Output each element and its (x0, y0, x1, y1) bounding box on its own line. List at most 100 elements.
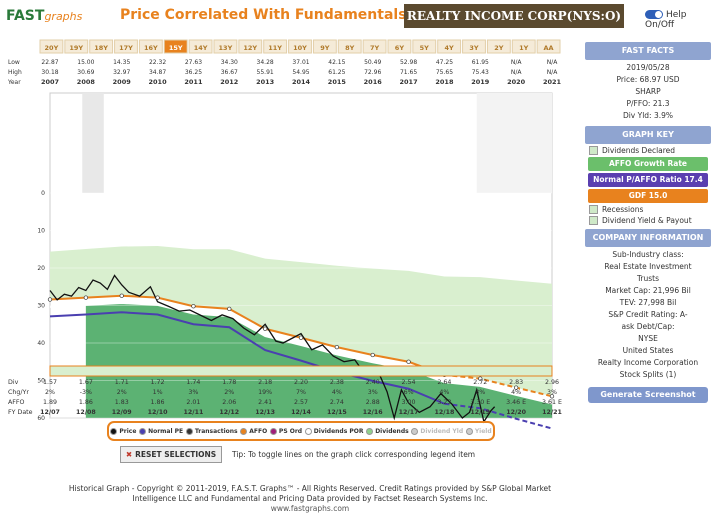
company-info-line: NYSE (638, 334, 658, 343)
affo-point[interactable] (191, 304, 196, 309)
range-tab-label: 8Y (345, 44, 355, 52)
range-tab[interactable] (362, 39, 387, 54)
table-cell-fy: 12/21 (542, 409, 562, 416)
legend-item[interactable]: Yield (465, 427, 492, 435)
graph-key-checkbox[interactable]: Dividends Declared (589, 146, 707, 155)
table-cell-high: 75.43 (472, 69, 489, 76)
affo-point[interactable] (298, 335, 304, 340)
range-tab[interactable] (288, 39, 312, 54)
legend-label: Dividend Yld (420, 427, 464, 435)
legend-item[interactable]: Dividend Yld (411, 427, 464, 435)
range-tab[interactable] (39, 39, 64, 54)
range-tab[interactable] (263, 39, 288, 54)
legend-item[interactable]: Transactions (185, 427, 238, 435)
range-tab[interactable] (462, 39, 486, 54)
legend-label: Yield (474, 427, 492, 435)
range-tab[interactable] (213, 39, 238, 54)
table-cell-low: 22.32 (149, 59, 166, 66)
range-tab[interactable] (138, 39, 163, 54)
company-info-line: United States (622, 346, 674, 355)
table-cell-fy: 12/09 (112, 409, 132, 416)
credit-line-1: Historical Graph - Copyright © 2011-2019… (68, 484, 552, 493)
affo-point[interactable] (227, 306, 232, 312)
affo-point[interactable] (83, 295, 89, 300)
legend-item[interactable]: Price (110, 427, 137, 435)
table-cell-chg: 7% (296, 389, 306, 396)
company-info-list: Sub-Industry class: Real Estate Investmen… (581, 249, 715, 381)
affo-point[interactable] (370, 352, 375, 358)
graph-key-header[interactable]: GRAPH KEY (585, 126, 711, 144)
range-tab-label: 16Y (144, 44, 158, 52)
table-cell-chg: 4% (511, 389, 521, 396)
range-slider[interactable] (49, 365, 553, 377)
table-cell-chg: 19% (258, 389, 272, 396)
legend-item[interactable]: PS Ord (269, 427, 302, 435)
legend-item[interactable]: AFFO (240, 427, 268, 435)
reset-selections-button[interactable]: ✖ RESET SELECTIONS (120, 446, 222, 463)
affo-point[interactable] (119, 293, 124, 298)
table-cell-low: 47.25 (436, 59, 453, 66)
affo-point[interactable] (406, 359, 411, 364)
legend-label: Price (119, 427, 137, 435)
range-tab[interactable] (64, 39, 89, 54)
legend-item[interactable]: Dividends (366, 427, 409, 435)
table-cell-div: 2.40 (366, 379, 380, 386)
range-tab[interactable] (486, 39, 511, 54)
range-tab[interactable] (412, 39, 437, 54)
range-tab[interactable] (163, 39, 188, 54)
table-cell-div: 2.64 (437, 379, 451, 386)
table-cell-year: 2014 (292, 78, 311, 86)
help-toggle[interactable]: Help On/Off (645, 10, 717, 30)
range-tab[interactable] (312, 39, 337, 54)
range-tab[interactable] (337, 39, 362, 54)
affo-point[interactable] (262, 326, 268, 331)
range-tab-label: 11Y (268, 44, 282, 52)
table-cell-chg: 3% (188, 389, 198, 396)
graph-key-checkbox[interactable]: Dividend Yield & Payout (589, 216, 707, 225)
table-cell-fy: 12/13 (255, 409, 275, 416)
table-cell-fy: 12/19 (470, 409, 490, 416)
affo-point[interactable] (334, 344, 340, 350)
legend-item[interactable]: Normal PE (139, 427, 183, 435)
affo-point[interactable] (47, 297, 53, 302)
y-tick-label: 20 (37, 265, 45, 272)
affo-point[interactable] (155, 295, 160, 300)
table-cell-div: 2.72 (473, 379, 487, 386)
fast-facts-header[interactable]: FAST FACTS (585, 42, 711, 60)
legend-label: AFFO (249, 427, 268, 435)
generate-screenshot-button[interactable]: Generate Screenshot (588, 387, 708, 403)
affo-point[interactable] (478, 376, 483, 381)
graph-key-checkbox[interactable]: Recessions (589, 205, 707, 214)
price-fundamentals-chart[interactable]: 20Y 19Y 18Y 17Y 16Y 15Y 14Y 13Y 12Y 11Y 10Y 9Y 8Y 7Y 6… (0, 38, 580, 438)
y-tick-label: 30 (37, 303, 45, 310)
graph-key-tag[interactable]: GDF 15.0 (588, 189, 708, 203)
company-info-header[interactable]: COMPANY INFORMATION (585, 229, 711, 247)
checkbox-icon[interactable] (589, 205, 598, 214)
affo-point[interactable] (513, 385, 519, 390)
table-cell-chg: 6% (404, 389, 414, 396)
table-cell-low: 52.98 (400, 59, 417, 66)
range-tab[interactable] (387, 39, 412, 54)
range-tab[interactable] (536, 39, 561, 54)
table-cell-year: 2019 (471, 78, 490, 86)
legend-item[interactable]: Dividends POR (304, 427, 364, 435)
checkbox-icon[interactable] (589, 146, 598, 155)
range-tab-label: 9Y (320, 44, 330, 52)
y-tick-label: 50 (37, 378, 45, 385)
logo[interactable]: FASTgraphs (6, 8, 82, 24)
range-tab[interactable] (437, 39, 462, 54)
checkbox-icon[interactable] (589, 216, 598, 225)
range-tab[interactable] (114, 39, 138, 54)
range-tab[interactable] (89, 39, 114, 54)
site-url[interactable]: www.fastgraphs.com (270, 504, 350, 513)
toggle-icon[interactable] (645, 10, 663, 19)
range-tab[interactable] (188, 39, 213, 54)
table-cell-div: 1.74 (186, 379, 200, 386)
graph-key-tag[interactable]: Normal P/AFFO Ratio 17.4 (588, 173, 708, 187)
legend-swatch (269, 427, 277, 435)
table-cell-affo: 3.46 E (506, 399, 526, 406)
range-tab[interactable] (238, 39, 263, 54)
graph-key-tag[interactable]: AFFO Growth Rate (588, 157, 708, 171)
affo-point[interactable] (549, 394, 555, 399)
range-tab[interactable] (511, 39, 536, 54)
